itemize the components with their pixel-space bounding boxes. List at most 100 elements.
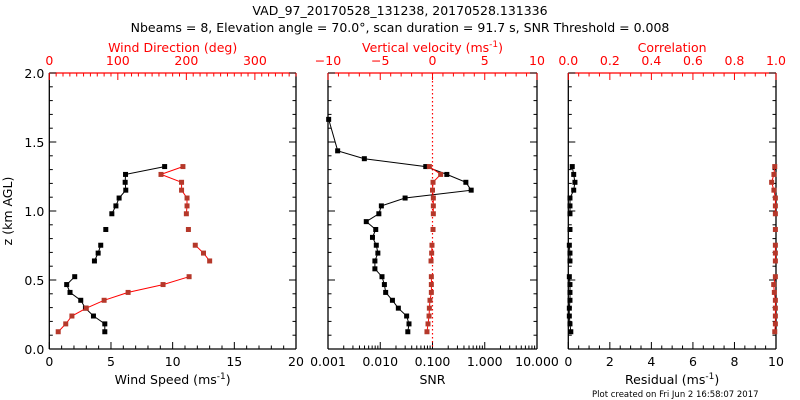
- bottom-axis-title-text: SNR: [420, 372, 446, 387]
- series-residual: [566, 164, 578, 335]
- data-point: [378, 203, 384, 209]
- data-point: [180, 164, 186, 170]
- x-tick-label-bottom: 6: [689, 354, 697, 369]
- data-point: [102, 321, 108, 327]
- data-point: [567, 250, 573, 256]
- data-point: [569, 164, 575, 170]
- panel-3: 0 2 4 6 8 10 0.0 0.2 0.4 0.6 0.8 1.0 Residual (ms-1)…: [558, 40, 786, 387]
- data-point: [101, 297, 107, 303]
- x-tick-label-bottom: 10: [768, 354, 784, 369]
- x-tick-label-top: 10: [529, 53, 545, 68]
- data-point: [567, 321, 573, 327]
- data-point: [369, 234, 375, 240]
- x-tick-label-top: −10: [315, 53, 341, 68]
- data-point: [424, 329, 430, 335]
- data-point: [404, 313, 410, 319]
- x-tick-label-top: 0.2: [600, 53, 620, 68]
- series-line: [57, 276, 190, 333]
- data-point: [72, 274, 78, 280]
- footer-timestamp: Plot created on Fri Jun 2 16:58:07 2017: [592, 390, 759, 400]
- data-point: [567, 297, 573, 303]
- bottom-axis-title-end: ): [714, 372, 719, 387]
- data-point: [379, 274, 385, 280]
- data-point: [69, 313, 75, 319]
- top-axis-title-text: Vertical velocity (ms: [362, 40, 489, 55]
- data-point: [113, 203, 119, 209]
- data-point: [567, 211, 573, 217]
- data-point: [425, 321, 431, 327]
- top-axis-title: Vertical velocity (ms-1): [362, 40, 503, 55]
- data-point: [772, 329, 778, 335]
- data-point: [567, 282, 573, 288]
- x-tick-label-top: 200: [174, 53, 198, 68]
- bottom-axis-title: Wind Speed (ms-1): [115, 372, 231, 387]
- data-point: [772, 195, 778, 201]
- data-point: [567, 195, 573, 201]
- bottom-axis-title-superscript: -1: [705, 372, 714, 382]
- title-line-2: Nbeams = 8, Elevation angle = 70.0°, sca…: [131, 20, 670, 35]
- x-tick-label-top: 0.8: [725, 53, 745, 68]
- x-tick-label-bottom: 0.001: [310, 354, 346, 369]
- data-point: [567, 289, 573, 295]
- data-point: [772, 226, 778, 232]
- data-point: [402, 195, 408, 201]
- data-point: [426, 313, 432, 319]
- data-point: [55, 329, 61, 335]
- data-point: [428, 289, 434, 295]
- data-point: [83, 305, 89, 311]
- title-line-1: VAD_97_20170528_131238, 20170528.131336: [252, 3, 547, 18]
- data-point: [772, 250, 778, 256]
- data-point: [772, 211, 778, 217]
- y-tick-label: 0.0: [24, 342, 44, 357]
- data-point: [430, 195, 436, 201]
- data-point: [192, 242, 198, 248]
- data-point: [363, 219, 369, 225]
- series-wind-direction: [55, 164, 213, 335]
- data-point: [383, 289, 389, 295]
- data-point: [200, 250, 206, 256]
- data-point: [184, 195, 190, 201]
- data-point: [772, 321, 778, 327]
- data-point: [772, 297, 778, 303]
- data-point: [772, 164, 778, 170]
- data-point: [406, 321, 412, 327]
- series-correlation: [769, 164, 778, 335]
- data-point: [423, 164, 429, 170]
- data-point: [566, 242, 572, 248]
- x-tick-label-top: 0: [429, 53, 437, 68]
- top-axis-title-text: Correlation: [638, 40, 707, 55]
- data-point: [438, 171, 444, 177]
- data-point: [430, 187, 435, 193]
- data-point: [772, 203, 778, 209]
- data-point: [103, 226, 109, 232]
- x-tick-label-top: 5: [481, 53, 489, 68]
- series-snr: [326, 116, 474, 335]
- bottom-axis-title-superscript: -1: [217, 372, 226, 382]
- x-tick-label-top: 0: [45, 53, 53, 68]
- data-point: [160, 282, 166, 288]
- data-point: [64, 282, 70, 288]
- top-axis-title: Wind Direction (deg): [108, 40, 237, 55]
- x-tick-label-bottom: 20: [288, 354, 304, 369]
- data-point: [184, 203, 190, 209]
- x-tick-label-bottom: 0.100: [415, 354, 451, 369]
- data-point: [772, 242, 778, 248]
- x-tick-label-top: 0.4: [641, 53, 661, 68]
- data-point: [372, 258, 378, 264]
- data-point: [179, 179, 185, 185]
- top-axis-title-text: Wind Direction (deg): [108, 40, 237, 55]
- x-tick-label-bottom: 1.000: [467, 354, 503, 369]
- series-line: [66, 276, 106, 332]
- x-tick-label-bottom: 10: [165, 354, 181, 369]
- data-point: [67, 289, 73, 295]
- data-point: [444, 171, 450, 177]
- top-axis-title-end: ): [498, 40, 503, 55]
- data-point: [571, 187, 577, 193]
- data-point: [109, 211, 115, 217]
- data-point: [375, 250, 381, 256]
- x-tick-label-top: −5: [371, 53, 389, 68]
- y-tick-label: 2.0: [24, 66, 44, 81]
- data-point: [361, 156, 367, 162]
- x-tick-label-bottom: 15: [226, 354, 242, 369]
- data-point: [207, 258, 213, 264]
